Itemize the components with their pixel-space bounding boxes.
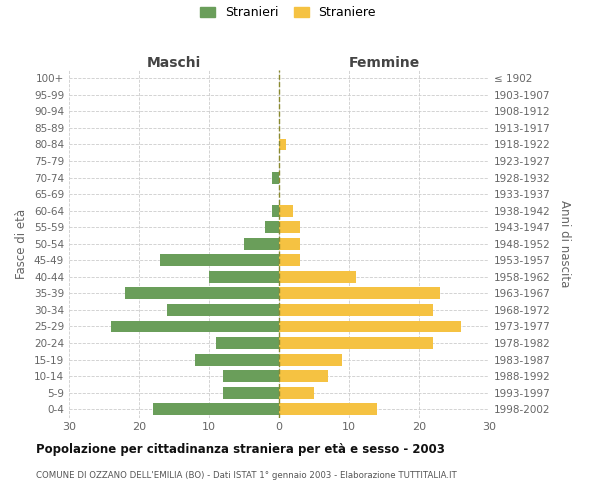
- Text: Popolazione per cittadinanza straniera per età e sesso - 2003: Popolazione per cittadinanza straniera p…: [36, 442, 445, 456]
- Bar: [279, 138, 286, 150]
- Bar: [279, 304, 433, 316]
- Y-axis label: Fasce di età: Fasce di età: [16, 208, 28, 279]
- Bar: [153, 404, 279, 415]
- Bar: [272, 172, 279, 183]
- Bar: [125, 288, 279, 300]
- Legend: Stranieri, Straniere: Stranieri, Straniere: [200, 6, 376, 19]
- Bar: [279, 221, 300, 233]
- Text: Maschi: Maschi: [147, 56, 201, 70]
- Bar: [279, 288, 440, 300]
- Bar: [279, 354, 342, 366]
- Text: COMUNE DI OZZANO DELL'EMILIA (BO) - Dati ISTAT 1° gennaio 2003 - Elaborazione TU: COMUNE DI OZZANO DELL'EMILIA (BO) - Dati…: [36, 471, 457, 480]
- Bar: [195, 354, 279, 366]
- Bar: [167, 304, 279, 316]
- Bar: [279, 254, 300, 266]
- Bar: [279, 320, 461, 332]
- Bar: [279, 337, 433, 349]
- Bar: [279, 238, 300, 250]
- Text: Femmine: Femmine: [349, 56, 419, 70]
- Bar: [279, 204, 293, 216]
- Bar: [272, 204, 279, 216]
- Bar: [209, 271, 279, 283]
- Bar: [244, 238, 279, 250]
- Bar: [111, 320, 279, 332]
- Bar: [279, 404, 377, 415]
- Bar: [279, 271, 356, 283]
- Bar: [223, 370, 279, 382]
- Bar: [279, 386, 314, 398]
- Bar: [265, 221, 279, 233]
- Bar: [216, 337, 279, 349]
- Bar: [223, 386, 279, 398]
- Bar: [160, 254, 279, 266]
- Bar: [279, 370, 328, 382]
- Y-axis label: Anni di nascita: Anni di nascita: [557, 200, 571, 288]
